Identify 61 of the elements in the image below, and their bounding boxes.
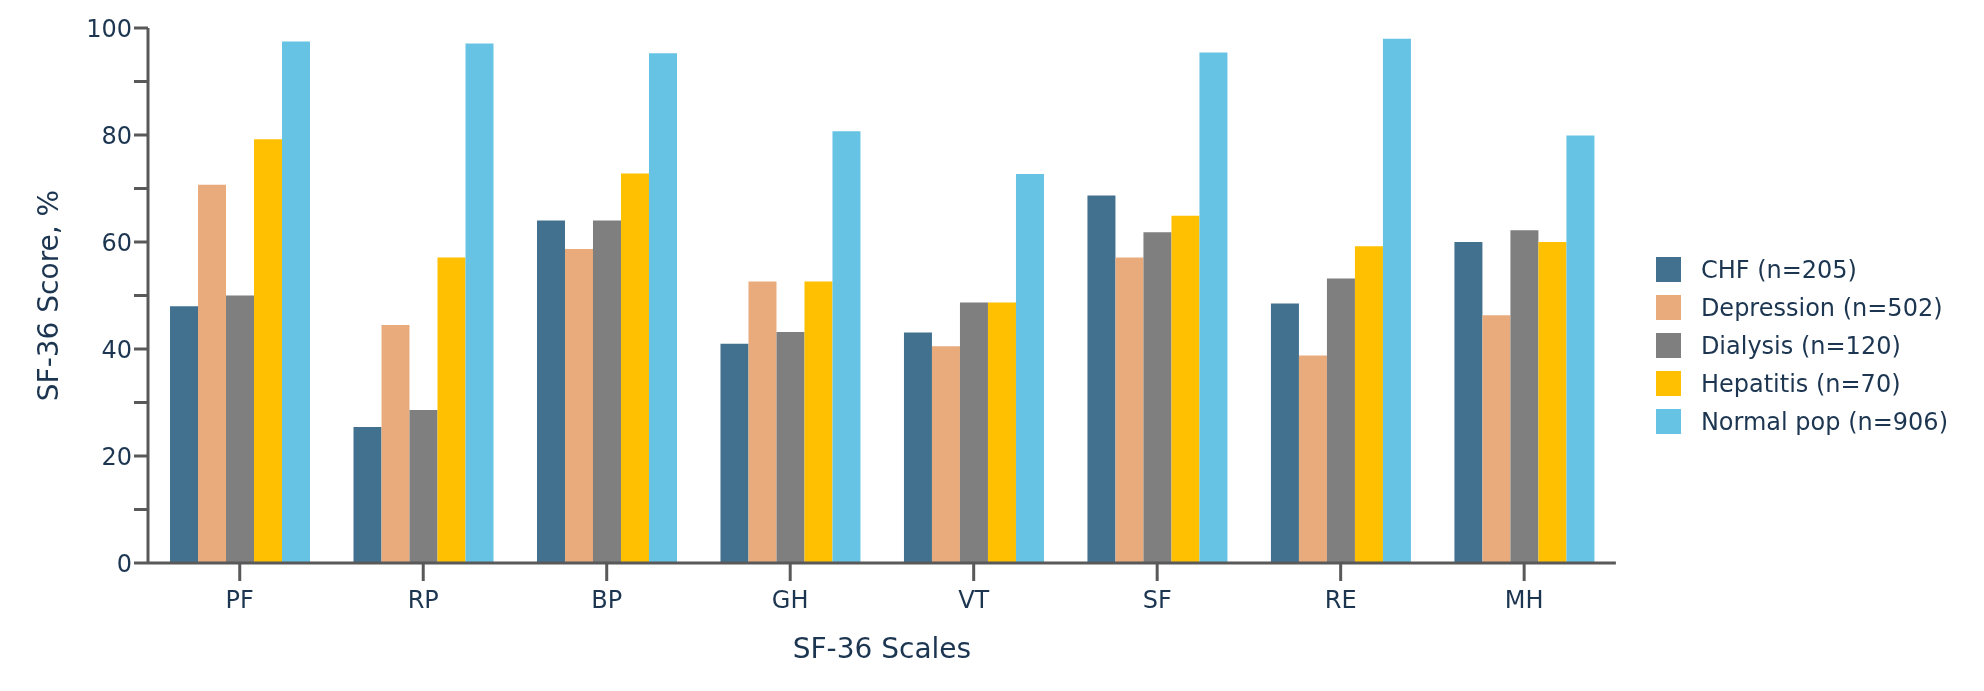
- bar: [1454, 242, 1483, 563]
- bar: [1538, 242, 1567, 563]
- x-tick-label: SF: [1142, 586, 1172, 615]
- x-tick-label: VT: [958, 586, 990, 615]
- bar: [1326, 278, 1355, 563]
- bar: [903, 332, 932, 563]
- bar: [1566, 135, 1595, 563]
- bar: [465, 43, 494, 563]
- x-tick-label: GH: [771, 586, 809, 615]
- y-tick-label: 80: [101, 121, 132, 150]
- y-tick-label: 40: [101, 335, 132, 364]
- x-tick-label: BP: [591, 586, 623, 615]
- x-tick-label: MH: [1504, 586, 1544, 615]
- bar: [1171, 215, 1200, 563]
- x-axis-title: SF-36 Scales: [792, 632, 972, 665]
- bar: [720, 343, 749, 563]
- bar: [832, 131, 861, 563]
- bar: [776, 331, 805, 563]
- bar: [1087, 195, 1116, 563]
- x-tick-label: PF: [225, 586, 254, 615]
- legend-label: Depression (n=502): [1700, 293, 1943, 322]
- bar: [1115, 257, 1144, 563]
- bar: [648, 53, 677, 563]
- bar: [931, 346, 960, 563]
- bar: [409, 409, 438, 563]
- bar: [226, 295, 255, 563]
- bar: [1382, 38, 1411, 563]
- bar: [1199, 52, 1228, 563]
- legend-label: Dialysis (n=120): [1700, 331, 1901, 360]
- y-tick-label: 0: [116, 549, 132, 578]
- bar: [381, 324, 410, 563]
- bar: [1015, 174, 1044, 563]
- bar: [1143, 232, 1172, 563]
- y-axis-title: SF-36 Score, %: [31, 189, 65, 402]
- bar: [254, 139, 283, 563]
- bar: [620, 173, 649, 563]
- legend-label: CHF (n=205): [1700, 255, 1857, 284]
- legend-label: Hepatitis (n=70): [1700, 369, 1901, 398]
- bar: [1298, 355, 1327, 563]
- legend-label: Normal pop (n=906): [1700, 407, 1948, 436]
- bar: [282, 41, 311, 563]
- bar: [1354, 246, 1383, 563]
- bar: [170, 306, 199, 563]
- bar: [804, 281, 833, 563]
- bar: [987, 302, 1016, 563]
- bar: [564, 248, 593, 563]
- x-tick-label: RP: [407, 586, 439, 615]
- bar: [592, 220, 621, 563]
- bar: [748, 281, 777, 563]
- bar: [437, 257, 466, 563]
- y-tick-label: 20: [101, 442, 132, 471]
- bar: [959, 302, 988, 563]
- bar: [353, 427, 382, 563]
- y-tick-label: 100: [86, 14, 132, 43]
- bar: [1482, 315, 1511, 563]
- y-tick-label: 60: [101, 228, 132, 257]
- bar: [536, 220, 565, 563]
- x-tick-label: RE: [1324, 586, 1357, 615]
- bar: [1270, 303, 1299, 563]
- bar: [198, 184, 227, 563]
- bar: [1510, 230, 1539, 563]
